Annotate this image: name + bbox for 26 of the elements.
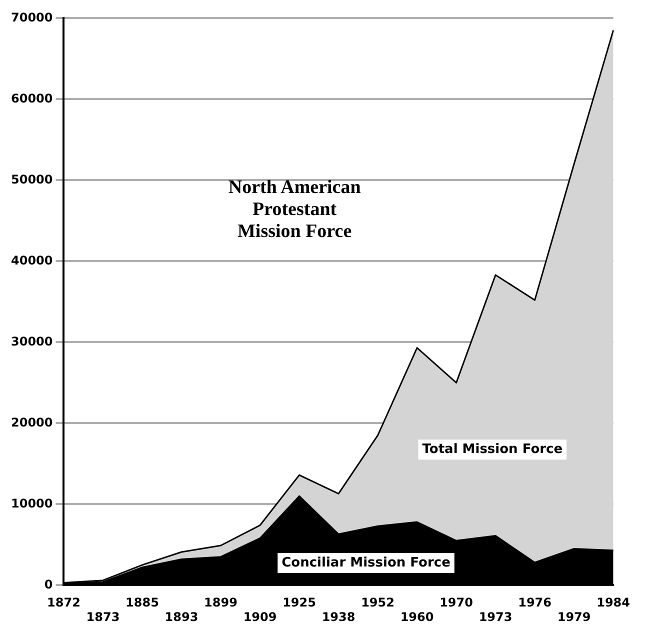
series-label: Conciliar Mission Force [282, 555, 451, 570]
y-tick-label: 0 [44, 577, 53, 592]
x-tick-label: 1872 [47, 596, 80, 610]
y-tick-label: 60000 [11, 91, 53, 106]
y-tick-label: 50000 [11, 172, 53, 186]
y-tick-label: 10000 [11, 496, 53, 510]
x-tick-label: 1973 [478, 610, 512, 624]
series-label: Total Mission Force [422, 442, 563, 457]
x-tick-label: 1893 [164, 610, 198, 624]
x-tick-label: 1952 [361, 596, 394, 610]
y-tick-label: 20000 [11, 415, 53, 430]
x-tick-label: 1984 [596, 596, 630, 610]
x-tick-label: 1976 [518, 596, 552, 610]
x-tick-label: 1970 [440, 596, 473, 610]
x-tick-label: 1873 [86, 610, 120, 624]
y-tick-label: 40000 [11, 253, 53, 268]
x-tick-label: 1909 [243, 610, 277, 624]
x-tick-label: 1885 [126, 596, 159, 610]
x-tick-label: 1938 [322, 610, 356, 624]
y-tick-label: 70000 [11, 10, 53, 24]
text: North American Protestant Mission Force [228, 177, 362, 242]
x-tick-label: 1899 [204, 596, 238, 610]
x-tick-label: 1925 [282, 596, 316, 610]
y-tick-label: 30000 [11, 334, 53, 348]
x-tick-label: 1960 [400, 610, 434, 624]
x-tick-label: 1979 [557, 610, 591, 624]
